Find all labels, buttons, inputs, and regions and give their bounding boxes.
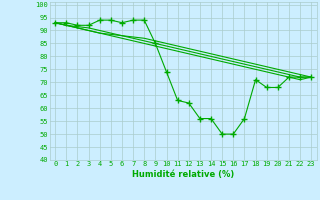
X-axis label: Humidité relative (%): Humidité relative (%): [132, 170, 234, 179]
